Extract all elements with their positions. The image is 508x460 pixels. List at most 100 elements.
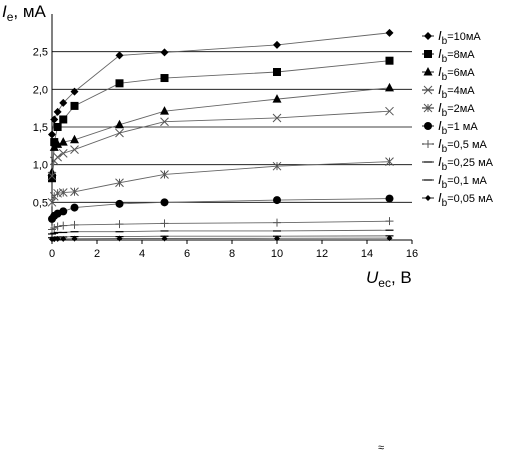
point-s0-1 (50, 115, 59, 124)
point-s2-8 (385, 82, 394, 92)
series-line-7 (51, 229, 390, 235)
point-s0-0 (48, 130, 56, 139)
y-axis-title: Ie, мА (2, 2, 46, 24)
series-line-8 (51, 235, 390, 239)
point-s9-1 (51, 236, 58, 243)
legend-label-3: Ib=4мА (438, 82, 475, 101)
legend-marker-2 (423, 67, 433, 76)
point-s5-7 (273, 196, 281, 205)
point-s6-6 (160, 219, 169, 228)
point-s5-6 (160, 198, 169, 207)
legend-label-7: Ib=0,25 мА (438, 154, 494, 173)
x-tick-label-5: 10 (271, 248, 283, 260)
y-tick-label-4: 2,5 (33, 47, 48, 59)
point-s1-4 (70, 101, 79, 110)
point-s6-2 (53, 222, 62, 231)
series-line-0 (51, 32, 390, 135)
point-s0-6 (160, 48, 169, 57)
point-s1-0 (48, 174, 56, 183)
point-s5-4 (70, 203, 79, 212)
legend-label-8: Ib=0,1 мА (438, 172, 488, 191)
point-s9-6 (161, 235, 168, 242)
point-s2-2 (53, 139, 63, 148)
point-s4-8 (385, 157, 394, 167)
legend-marker-6 (424, 140, 432, 148)
point-s0-5 (115, 51, 124, 60)
legend-label-2: Ib=6мА (438, 64, 475, 83)
point-s3-3 (58, 149, 68, 158)
legend-marker-1 (424, 50, 432, 58)
point-s3-5 (115, 128, 124, 138)
point-s1-1 (50, 138, 59, 147)
series-line-9 (51, 237, 390, 240)
legend-label-9: Ib=0,05 мА (438, 190, 494, 209)
series-line-5 (51, 198, 390, 220)
legend-label-0: Ib=10мА (438, 28, 481, 47)
point-s1-3 (59, 115, 68, 124)
point-s4-7 (272, 161, 282, 171)
point-s9-7 (274, 235, 280, 242)
x-tick-label-1: 2 (94, 248, 100, 260)
point-s3-8 (385, 106, 394, 116)
y-axis-symbol: I (2, 2, 7, 21)
legend-marker-5 (424, 122, 432, 130)
point-s2-7 (272, 94, 282, 103)
x-tick-label-2: 4 (139, 248, 145, 260)
series-line-4 (51, 161, 390, 203)
point-s6-8 (385, 217, 394, 226)
x-tick-label-0: 0 (49, 248, 55, 260)
x-tick-label-3: 6 (184, 248, 190, 260)
point-s6-3 (59, 221, 68, 230)
series-line-6 (51, 220, 390, 230)
point-s5-5 (115, 199, 124, 208)
legend-marker-4 (423, 103, 433, 113)
y-tick-label-3: 2,0 (33, 84, 48, 96)
point-s3-6 (160, 117, 169, 127)
y-tick-label-1: 1,0 (33, 160, 48, 172)
legend-label-4: Ib=2мА (438, 100, 475, 119)
y-tick-label-0: 0,5 (33, 197, 48, 209)
point-s1-2 (53, 123, 62, 131)
x-axis-title: Uec, В (366, 268, 412, 290)
point-s1-8 (385, 56, 394, 65)
x-axis-unit: , В (390, 268, 412, 287)
y-tick-label-2: 1,5 (33, 122, 48, 134)
point-s2-3 (58, 137, 68, 146)
legend-marker-3 (423, 85, 433, 95)
point-s5-3 (59, 207, 68, 216)
point-s4-3 (58, 188, 68, 197)
point-s9-2 (54, 235, 61, 242)
point-s9-5 (116, 235, 123, 242)
point-s9-4 (71, 235, 78, 242)
point-s5-8 (385, 194, 394, 203)
point-s1-6 (160, 74, 169, 83)
point-s2-4 (70, 134, 79, 144)
point-s0-7 (273, 40, 281, 49)
point-s3-7 (272, 113, 282, 123)
x-tick-label-7: 14 (361, 248, 373, 260)
point-s1-7 (273, 68, 281, 77)
x-tick-label-6: 12 (316, 248, 328, 260)
point-s4-5 (115, 178, 124, 188)
x-axis-symbol: U (366, 268, 379, 287)
point-s0-8 (385, 28, 394, 37)
y-axis-subscript: e (6, 10, 14, 24)
point-s6-1 (50, 223, 59, 232)
legend-marker-9 (425, 195, 431, 201)
legend-label-6: Ib=0,5 мА (438, 136, 488, 155)
x-axis-subscript: ec (378, 276, 391, 290)
approx-mark: ≈ (378, 442, 385, 454)
point-s1-5 (115, 79, 124, 88)
x-tick-label-4: 8 (229, 248, 235, 260)
point-s2-6 (160, 106, 169, 115)
point-s4-4 (70, 187, 79, 197)
point-s9-3 (60, 235, 67, 242)
point-s3-0 (47, 171, 57, 181)
x-tick-label-8: 16 (406, 248, 418, 260)
point-s4-6 (160, 170, 169, 179)
point-s2-5 (115, 119, 124, 129)
point-s3-2 (53, 152, 62, 162)
series-line-2 (51, 87, 390, 173)
series-line-3 (51, 110, 390, 177)
